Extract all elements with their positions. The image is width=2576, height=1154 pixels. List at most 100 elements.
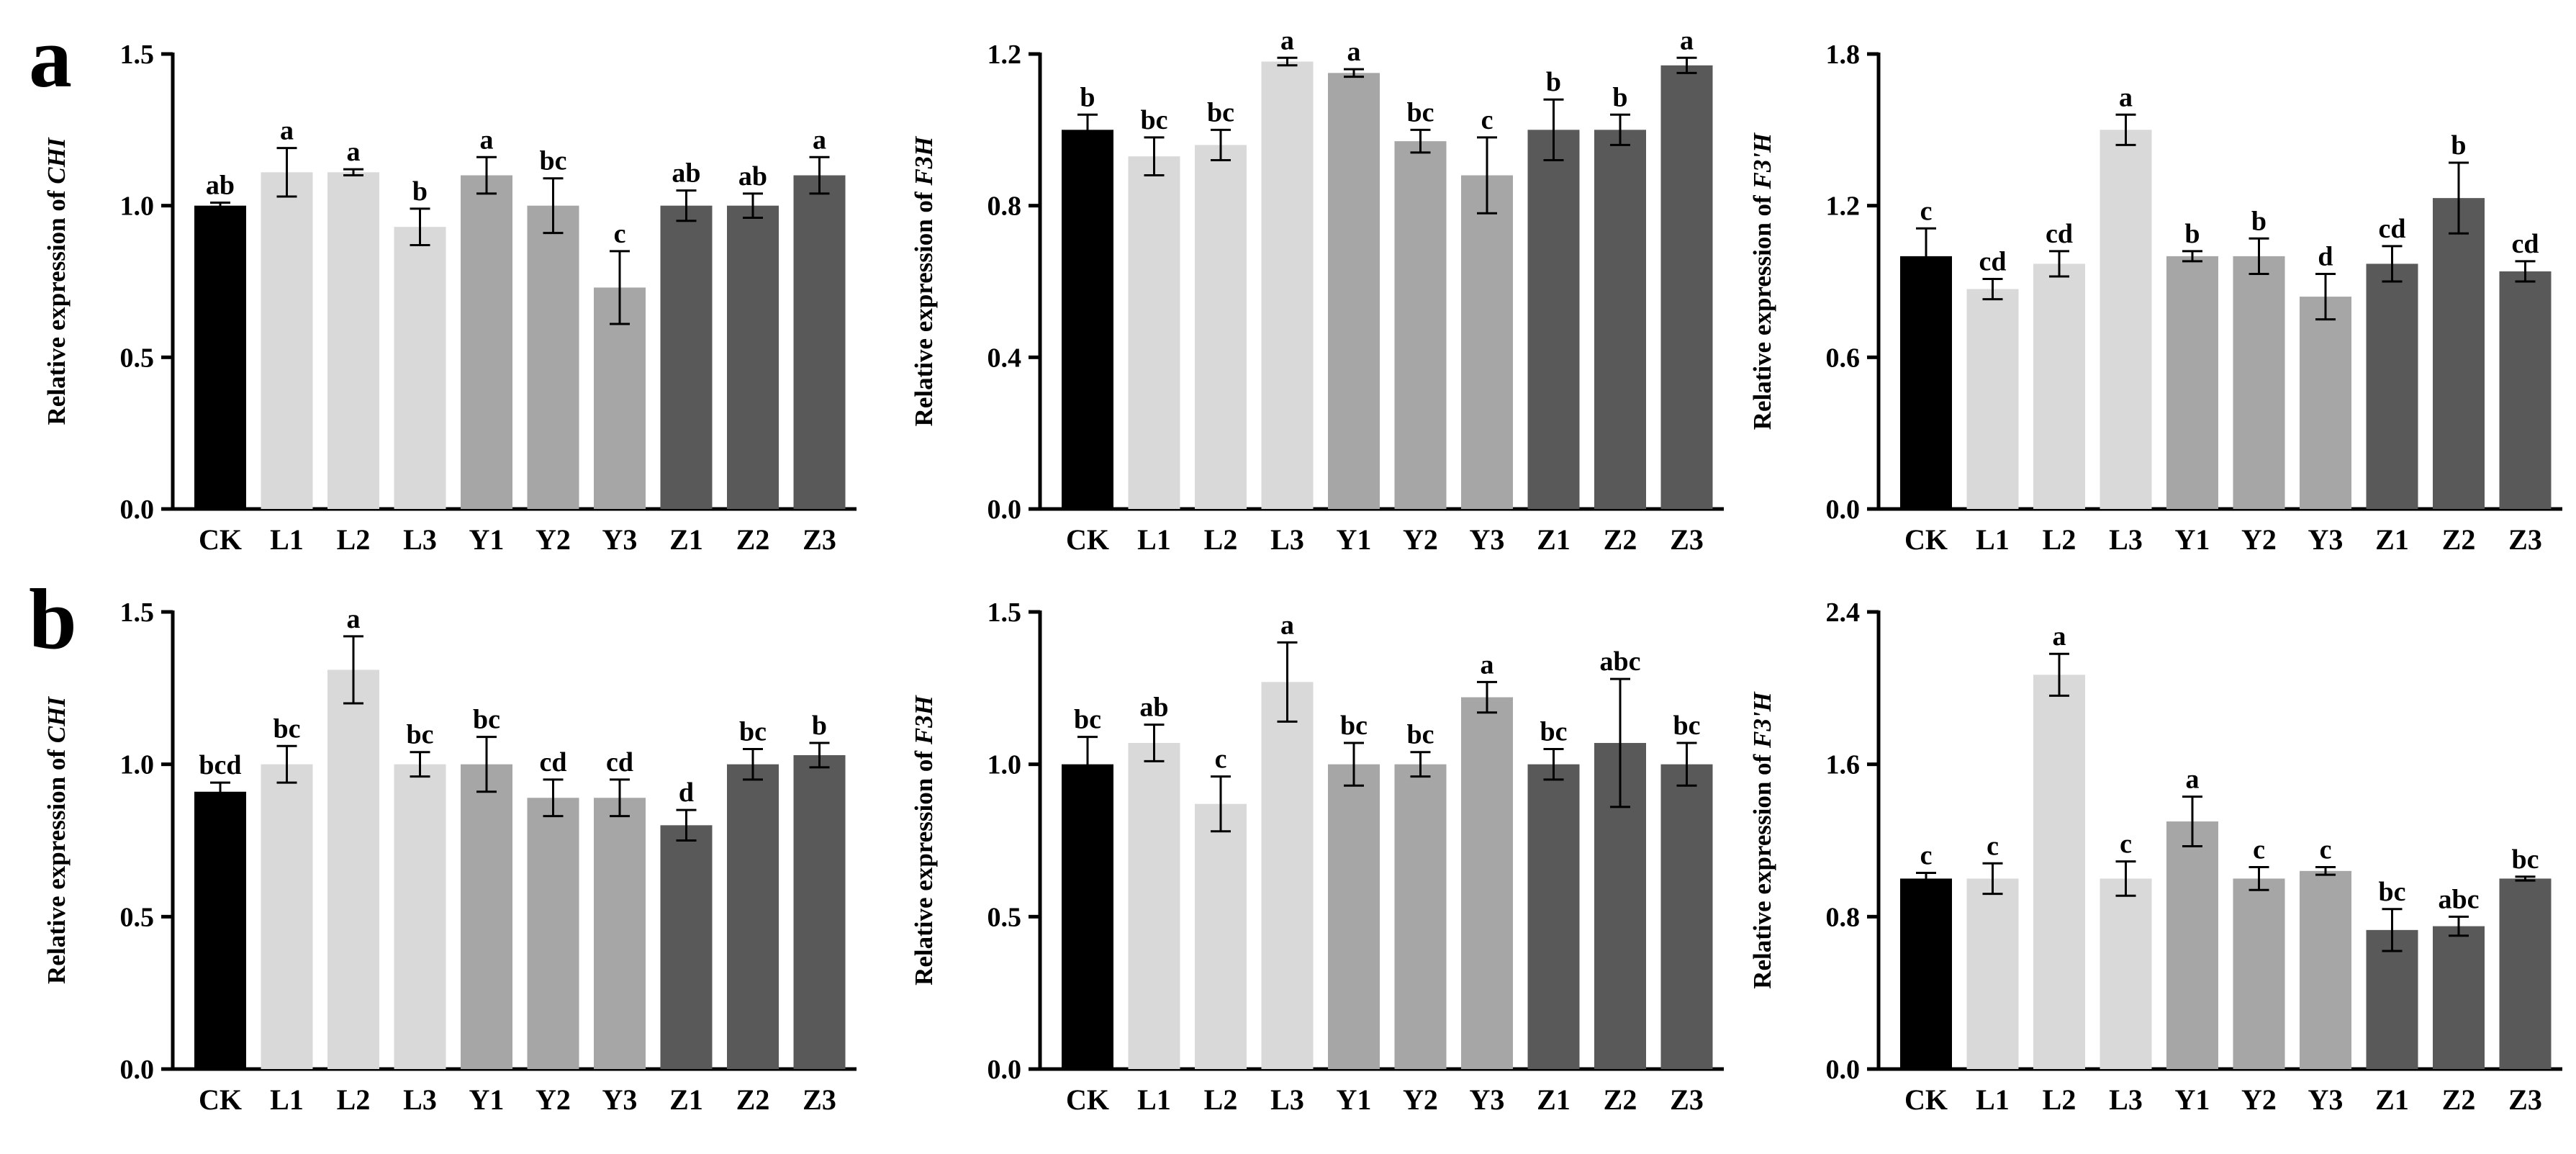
b-chi-bar-y1 bbox=[461, 764, 512, 1069]
b-f3h-y-tick-label: 0.0 bbox=[988, 1055, 1022, 1085]
a-f3h-x-tick-label-l1: L1 bbox=[1137, 523, 1171, 556]
a-chi-significance-letter-z2: ab bbox=[738, 161, 767, 191]
a-f3ph-bar-l3 bbox=[2100, 130, 2152, 510]
b-chi-y-tick-label: 0.0 bbox=[120, 1055, 155, 1085]
b-chi-x-tick-label-y1: Y1 bbox=[469, 1083, 505, 1116]
b-chi-x-tick-label-z3: Z3 bbox=[803, 1083, 836, 1116]
a-f3h-bar-l2 bbox=[1195, 145, 1247, 509]
a-chi-bar-y2 bbox=[527, 205, 579, 509]
b-f3ph-significance-letter-l1: c bbox=[1987, 831, 1999, 861]
b-f3ph-y-tick-label: 0.0 bbox=[1826, 1055, 1861, 1085]
b-f3ph-significance-letter-z3: bc bbox=[2512, 844, 2539, 875]
panel-label-a: a bbox=[29, 9, 72, 105]
a-chi-x-tick-label-y3: Y3 bbox=[602, 523, 638, 556]
a-f3ph-significance-letter-z3: cd bbox=[2512, 229, 2539, 259]
b-f3ph-x-tick-label-y2: Y2 bbox=[2241, 1083, 2277, 1116]
a-f3h-significance-letter-y3: c bbox=[1481, 105, 1493, 135]
b-chi-y-tick-label: 1.5 bbox=[120, 598, 155, 628]
a-f3h-bar-y3 bbox=[1461, 175, 1513, 510]
a-f3ph-x-tick-label-z2: Z2 bbox=[2442, 523, 2476, 556]
a-chi-x-tick-label-l2: L2 bbox=[337, 523, 371, 556]
a-f3ph-y-tick-label: 1.8 bbox=[1826, 40, 1861, 70]
a-chi-significance-letter-z1: ab bbox=[672, 158, 700, 189]
b-f3ph-y-tick-label: 2.4 bbox=[1826, 598, 1861, 628]
a-f3ph-bar-z1 bbox=[2366, 263, 2418, 509]
b-f3ph-significance-letter-y2: c bbox=[2253, 835, 2265, 865]
b-chi-significance-letter-ck: bcd bbox=[199, 750, 241, 780]
b-f3ph-x-tick-label-l2: L2 bbox=[2043, 1083, 2076, 1116]
a-f3h-significance-letter-z2: b bbox=[1612, 82, 1627, 112]
b-chi-x-tick-label-y3: Y3 bbox=[602, 1083, 638, 1116]
a-chi-x-tick-label-ck: CK bbox=[199, 523, 242, 556]
b-f3ph-y-axis-label-text: Relative expression of bbox=[1748, 748, 1776, 989]
panel-label-b: b bbox=[29, 571, 77, 667]
b-chi-bar-y2 bbox=[527, 798, 579, 1069]
b-chi-y-tick-label: 1.0 bbox=[120, 750, 155, 780]
a-f3h-significance-letter-l1: bc bbox=[1141, 105, 1168, 135]
b-f3ph-significance-letter-y3: c bbox=[2320, 835, 2332, 865]
a-f3h-bar-y1 bbox=[1328, 73, 1380, 510]
b-chi-bar-l2 bbox=[327, 670, 379, 1069]
b-chi-significance-letter-z2: bc bbox=[739, 717, 767, 747]
b-f3h-bar-l1 bbox=[1128, 743, 1180, 1069]
b-f3h-bar-y1 bbox=[1328, 764, 1380, 1069]
a-f3h-y-tick-label: 1.2 bbox=[988, 40, 1022, 70]
a-f3h-x-tick-label-z1: Z1 bbox=[1537, 523, 1571, 556]
a-f3h-x-tick-label-l2: L2 bbox=[1204, 523, 1238, 556]
b-chi-y-axis-label: Relative expression of CHI bbox=[42, 696, 71, 984]
b-f3h-bar-l3 bbox=[1261, 682, 1314, 1069]
b-chi-x-tick-label-l3: L3 bbox=[403, 1083, 437, 1116]
a-f3ph-bar-z2 bbox=[2433, 198, 2485, 509]
b-f3ph-x-tick-label-ck: CK bbox=[1904, 1083, 1948, 1116]
a-f3ph-bar-z3 bbox=[2499, 271, 2552, 509]
a-f3ph-x-tick-label-y3: Y3 bbox=[2308, 523, 2344, 556]
b-f3h-bar-l2 bbox=[1195, 803, 1247, 1069]
a-chi-x-tick-label-z3: Z3 bbox=[803, 523, 836, 556]
b-f3h-x-tick-label-z1: Z1 bbox=[1537, 1083, 1571, 1116]
a-f3h-bar-l3 bbox=[1261, 61, 1314, 510]
a-f3h-significance-letter-y1: a bbox=[1347, 37, 1361, 67]
a-f3ph-y-axis-label: Relative expression of F3'H bbox=[1748, 132, 1776, 430]
b-f3ph-x-tick-label-y1: Y1 bbox=[2175, 1083, 2210, 1116]
b-chi-significance-letter-l3: bc bbox=[407, 720, 434, 750]
b-chi-significance-letter-z3: b bbox=[812, 711, 827, 741]
a-f3ph-x-tick-label-y1: Y1 bbox=[2175, 523, 2210, 556]
a-chi-significance-letter-y1: a bbox=[480, 125, 494, 155]
b-f3h-bar-y2 bbox=[1394, 764, 1447, 1069]
a-chi-x-tick-label-l3: L3 bbox=[403, 523, 437, 556]
a-chi-significance-letter-l3: b bbox=[412, 176, 428, 207]
b-chi-x-tick-label-z2: Z2 bbox=[736, 1083, 770, 1116]
a-f3ph-bar-l1 bbox=[1966, 289, 2019, 509]
b-f3ph-x-tick-label-z3: Z3 bbox=[2508, 1083, 2542, 1116]
a-chi-significance-letter-z3: a bbox=[813, 125, 826, 155]
a-chi-significance-letter-ck: ab bbox=[206, 170, 235, 200]
a-chi-y-tick-label: 1.5 bbox=[120, 40, 155, 70]
a-f3h-significance-letter-z1: b bbox=[1546, 67, 1561, 97]
b-f3h-x-tick-label-l2: L2 bbox=[1204, 1083, 1238, 1116]
a-chi-y-axis-label: Relative expression of CHI bbox=[42, 137, 71, 425]
a-f3ph-significance-letter-y3: d bbox=[2318, 241, 2333, 271]
a-f3ph-y-tick-label: 0.0 bbox=[1826, 495, 1861, 525]
a-f3h-significance-letter-l2: bc bbox=[1207, 97, 1234, 127]
b-f3ph-bar-l3 bbox=[2100, 878, 2152, 1069]
a-f3h-bar-y2 bbox=[1394, 141, 1447, 509]
b-f3h-bar-ck bbox=[1062, 764, 1113, 1069]
a-f3ph-x-tick-label-ck: CK bbox=[1904, 523, 1948, 556]
b-f3h-x-tick-label-l1: L1 bbox=[1137, 1083, 1171, 1116]
a-f3ph-x-tick-label-z3: Z3 bbox=[2508, 523, 2542, 556]
b-chi-x-tick-label-z1: Z1 bbox=[669, 1083, 703, 1116]
b-f3h-significance-letter-l1: ab bbox=[1139, 693, 1168, 723]
a-chi-bar-y1 bbox=[461, 175, 512, 510]
a-chi-x-tick-label-y1: Y1 bbox=[469, 523, 505, 556]
b-chi-bar-z2 bbox=[727, 764, 779, 1069]
a-f3h-significance-letter-z3: a bbox=[1680, 25, 1694, 55]
b-f3h-y-axis-label: Relative expression of F3H bbox=[910, 694, 938, 986]
a-f3ph-significance-letter-l1: cd bbox=[1979, 246, 2007, 276]
a-f3h-bar-ck bbox=[1062, 130, 1113, 510]
b-f3ph-significance-letter-l3: c bbox=[2120, 829, 2132, 860]
a-f3h-y-tick-label: 0.4 bbox=[988, 343, 1022, 373]
a-f3h-significance-letter-y2: bc bbox=[1407, 97, 1434, 127]
b-f3ph-bar-l1 bbox=[1966, 878, 2019, 1069]
b-f3ph-significance-letter-ck: c bbox=[1920, 840, 1933, 870]
